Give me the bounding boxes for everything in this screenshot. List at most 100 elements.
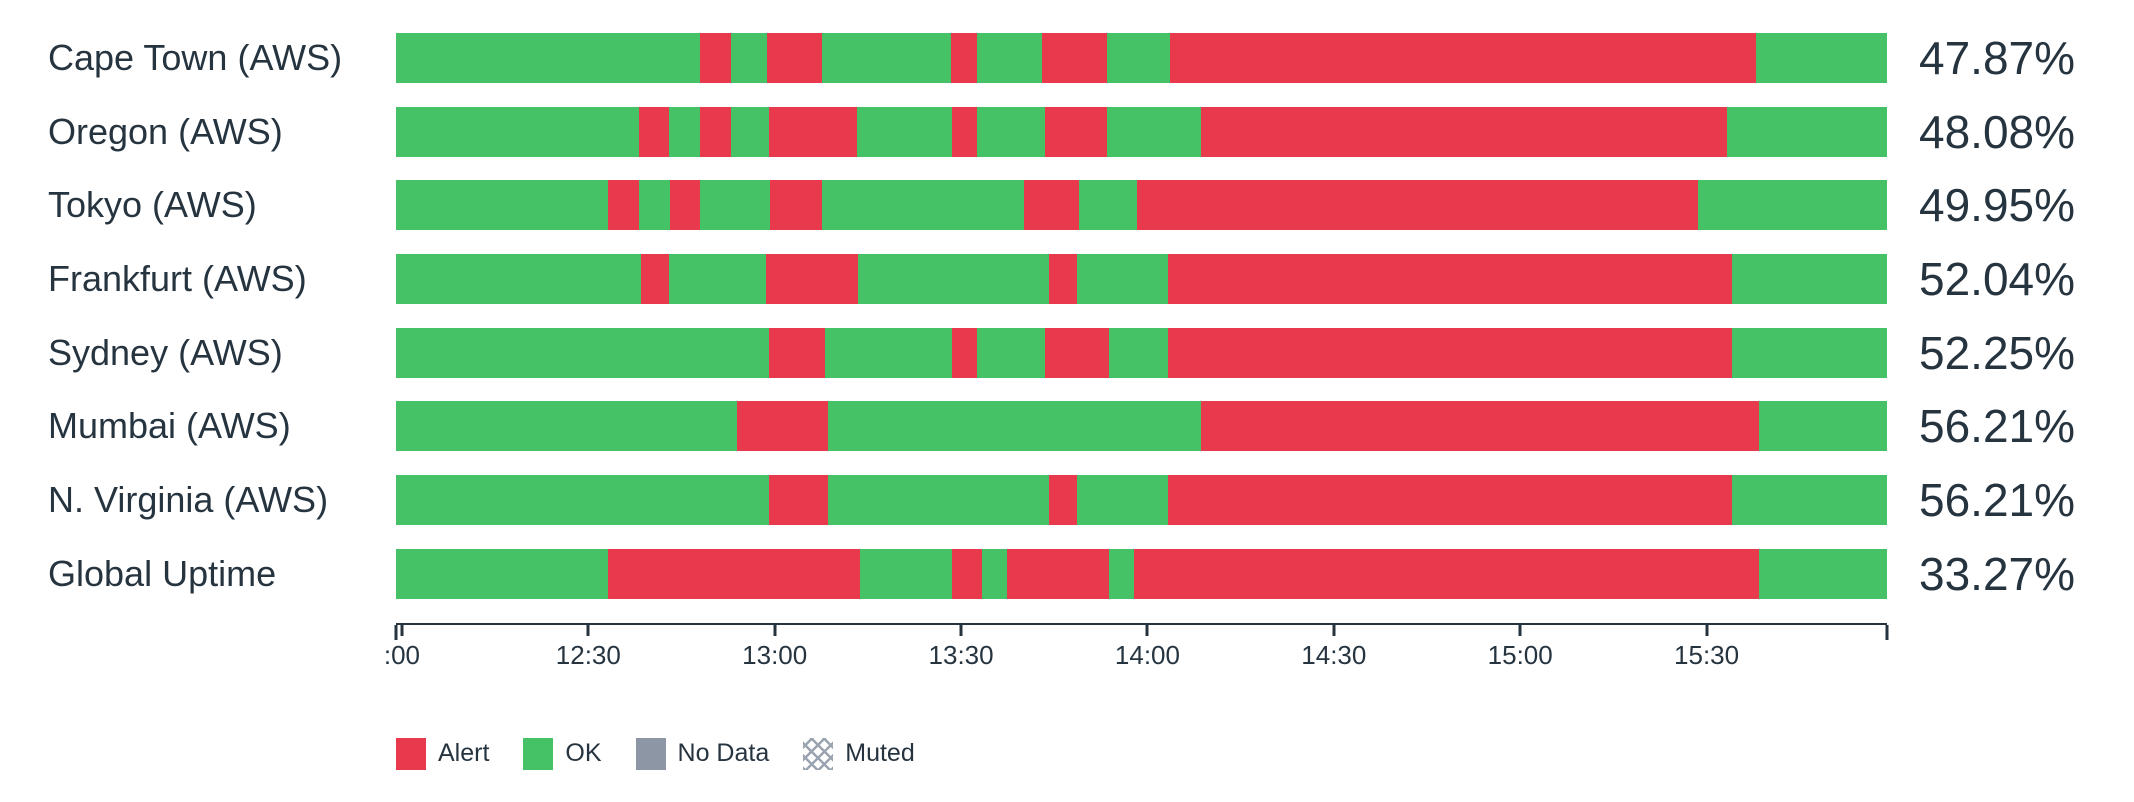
status-segment-ok[interactable] (981, 548, 1008, 599)
status-segment-ok[interactable] (859, 548, 953, 599)
status-timeline-bar (396, 33, 1887, 83)
status-segment-alert[interactable] (1023, 180, 1079, 231)
legend-item-ok[interactable]: OK (523, 737, 602, 770)
status-segment-alert[interactable] (767, 33, 823, 83)
status-segment-ok[interactable] (1077, 254, 1169, 305)
status-timeline-bar (396, 475, 1887, 526)
status-segment-ok[interactable] (858, 254, 1050, 305)
axis-tick (586, 624, 590, 636)
region-row: Global Uptime 33.27% (0, 548, 2134, 599)
status-segment-ok[interactable] (825, 327, 953, 378)
region-label: Cape Town (AWS) (48, 37, 343, 78)
status-segment-alert[interactable] (1044, 106, 1108, 157)
status-segment-ok[interactable] (1108, 548, 1134, 599)
status-segment-ok[interactable] (1077, 475, 1169, 526)
status-segment-alert[interactable] (607, 548, 860, 599)
status-segment-alert[interactable] (1169, 33, 1756, 83)
status-segment-alert[interactable] (1041, 33, 1108, 83)
status-segment-ok[interactable] (396, 106, 640, 157)
status-segment-ok[interactable] (1731, 475, 1887, 526)
status-segment-ok[interactable] (1108, 327, 1169, 378)
status-segment-ok[interactable] (700, 180, 771, 231)
status-segment-ok[interactable] (1107, 33, 1170, 83)
status-segment-alert[interactable] (1134, 548, 1759, 599)
status-segment-ok[interactable] (396, 180, 608, 231)
status-segment-ok[interactable] (396, 254, 641, 305)
status-segment-ok[interactable] (1078, 180, 1137, 231)
status-segment-alert[interactable] (1136, 180, 1698, 231)
status-segment-alert[interactable] (770, 180, 823, 231)
status-segment-alert[interactable] (952, 548, 982, 599)
status-segment-ok[interactable] (1731, 327, 1887, 378)
status-segment-alert[interactable] (768, 327, 826, 378)
status-segment-alert[interactable] (1168, 327, 1732, 378)
status-segment-ok[interactable] (1758, 401, 1887, 452)
legend-swatch-ok-icon (523, 737, 554, 770)
status-segment-alert[interactable] (1168, 475, 1732, 526)
status-segment-alert[interactable] (607, 180, 640, 231)
status-segment-ok[interactable] (396, 475, 769, 526)
status-segment-ok[interactable] (828, 401, 1202, 452)
status-segment-alert[interactable] (640, 254, 669, 305)
status-segment-alert[interactable] (1201, 106, 1728, 157)
status-segment-alert[interactable] (950, 33, 978, 83)
status-segment-alert[interactable] (1168, 254, 1732, 305)
status-segment-ok[interactable] (668, 106, 701, 157)
status-segment-alert[interactable] (1201, 401, 1759, 452)
status-segment-ok[interactable] (396, 548, 608, 599)
status-segment-ok[interactable] (822, 180, 1024, 231)
region-row: N. Virginia (AWS) 56.21% (0, 475, 2134, 526)
legend-item-no_data[interactable]: No Data (635, 737, 769, 770)
status-segment-alert[interactable] (765, 254, 859, 305)
uptime-percentage: 47.87% (1919, 32, 2076, 84)
status-segment-ok[interactable] (1727, 106, 1887, 157)
status-segment-alert[interactable] (700, 33, 732, 83)
status-segment-ok[interactable] (639, 180, 671, 231)
status-segment-alert[interactable] (768, 475, 829, 526)
status-segment-ok[interactable] (977, 33, 1042, 83)
legend-item-muted[interactable]: Muted (803, 737, 915, 770)
axis-tick (1518, 624, 1522, 636)
status-segment-ok[interactable] (396, 33, 701, 83)
status-segment-alert[interactable] (1044, 327, 1109, 378)
legend-label-ok: OK (565, 739, 602, 767)
status-segment-ok[interactable] (1107, 106, 1202, 157)
region-label: Oregon (AWS) (48, 110, 283, 152)
status-segment-ok[interactable] (1758, 548, 1887, 599)
status-segment-ok[interactable] (822, 33, 951, 83)
status-segment-alert[interactable] (1049, 254, 1078, 305)
status-segment-ok[interactable] (1731, 254, 1887, 305)
axis-tick (1705, 624, 1709, 636)
status-segment-ok[interactable] (731, 106, 769, 157)
status-segment-ok[interactable] (396, 401, 738, 452)
status-segment-alert[interactable] (952, 327, 978, 378)
status-segment-alert[interactable] (1007, 548, 1109, 599)
region-row: Cape Town (AWS) 47.87% (0, 33, 2134, 83)
status-segment-alert[interactable] (768, 106, 857, 157)
status-segment-ok[interactable] (977, 106, 1045, 157)
status-segment-alert[interactable] (737, 401, 829, 452)
status-segment-ok[interactable] (668, 254, 766, 305)
status-segment-alert[interactable] (670, 180, 701, 231)
status-segment-ok[interactable] (977, 327, 1045, 378)
status-segment-ok[interactable] (396, 327, 769, 378)
status-segment-ok[interactable] (1755, 33, 1887, 83)
axis-tick-label: :00 (383, 639, 421, 670)
status-segment-ok[interactable] (1697, 180, 1887, 231)
status-segment-alert[interactable] (700, 106, 732, 157)
axis-tick-label: 15:30 (1674, 639, 1740, 670)
region-label: Mumbai (AWS) (48, 405, 291, 447)
status-segment-ok[interactable] (828, 475, 1050, 526)
axis-tick-label: 14:00 (1114, 639, 1180, 670)
status-segment-alert[interactable] (639, 106, 669, 157)
axis-tick (773, 624, 777, 636)
axis-tick-label: 14:30 (1301, 639, 1367, 670)
status-segment-ok[interactable] (856, 106, 953, 157)
legend-item-alert[interactable]: Alert (396, 737, 489, 770)
status-segment-alert[interactable] (1049, 475, 1078, 526)
status-segment-ok[interactable] (731, 33, 768, 83)
status-segment-alert[interactable] (952, 106, 978, 157)
region-row: Frankfurt (AWS) 52.04% (0, 254, 2134, 305)
status-timeline-bar (396, 401, 1887, 452)
axis-tick (400, 624, 404, 636)
